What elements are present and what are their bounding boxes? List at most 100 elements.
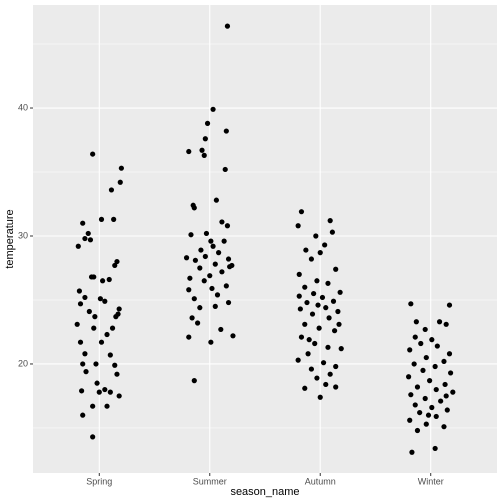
point	[224, 223, 231, 229]
x-tick-label: Spring	[86, 476, 112, 486]
point	[111, 216, 117, 222]
point	[425, 412, 432, 418]
point	[112, 262, 118, 269]
point	[90, 151, 96, 157]
point	[201, 152, 207, 158]
point	[112, 362, 118, 368]
point	[91, 325, 97, 331]
point	[326, 315, 332, 321]
point	[219, 269, 225, 275]
point	[337, 289, 343, 295]
point	[319, 294, 326, 301]
point	[221, 238, 227, 244]
point	[414, 384, 421, 390]
point	[106, 276, 112, 283]
point	[333, 384, 339, 390]
point	[77, 339, 84, 345]
point	[116, 393, 122, 399]
point	[309, 311, 316, 317]
point	[330, 298, 337, 304]
point	[446, 302, 453, 308]
point	[189, 315, 195, 321]
point	[433, 413, 439, 420]
point	[225, 256, 232, 262]
point	[90, 403, 96, 409]
x-tick-label: Winter	[418, 476, 444, 486]
point	[407, 347, 413, 353]
point	[102, 298, 108, 304]
point	[191, 205, 197, 211]
point	[412, 334, 418, 340]
point	[74, 321, 80, 327]
point	[298, 334, 305, 340]
point	[222, 166, 228, 173]
x-tick-label: Summer	[193, 476, 227, 486]
point	[314, 375, 320, 381]
point	[432, 445, 438, 452]
point	[76, 288, 82, 294]
point	[332, 328, 338, 334]
point	[212, 303, 218, 309]
point	[320, 360, 327, 366]
point	[296, 293, 302, 299]
point	[80, 412, 86, 418]
point	[443, 321, 449, 327]
point	[412, 402, 418, 408]
point	[418, 340, 424, 347]
point	[219, 219, 225, 225]
point	[327, 218, 333, 224]
point	[333, 363, 339, 370]
point	[306, 337, 312, 343]
point	[413, 319, 419, 325]
point	[210, 243, 216, 249]
point	[94, 380, 100, 386]
point	[197, 265, 203, 271]
point	[408, 392, 414, 398]
point	[183, 255, 190, 261]
point	[227, 264, 233, 270]
point	[443, 393, 449, 399]
point	[225, 299, 232, 306]
point	[338, 346, 344, 352]
point	[308, 256, 314, 262]
point	[98, 339, 105, 345]
point	[442, 381, 448, 388]
point	[82, 351, 88, 357]
point	[323, 381, 329, 388]
point	[188, 232, 194, 238]
point	[88, 274, 95, 280]
point	[323, 305, 329, 311]
point	[303, 247, 309, 253]
point	[448, 370, 454, 376]
y-axis-title: temperature	[4, 209, 16, 268]
point	[423, 354, 429, 361]
point	[411, 361, 417, 367]
point	[304, 299, 310, 306]
point	[208, 339, 214, 345]
point	[223, 128, 229, 134]
point	[186, 287, 192, 293]
point	[433, 386, 439, 393]
point	[82, 294, 88, 301]
point	[429, 337, 435, 343]
y-tick-label: 20	[18, 358, 28, 368]
point	[213, 197, 219, 203]
point	[197, 305, 203, 311]
point	[422, 326, 428, 333]
point	[102, 386, 108, 393]
point	[322, 242, 328, 248]
point	[427, 378, 433, 384]
point	[317, 394, 323, 400]
point	[317, 250, 323, 256]
point	[296, 271, 302, 277]
point	[302, 321, 308, 327]
point	[305, 351, 311, 357]
point	[97, 296, 103, 302]
point	[311, 290, 317, 297]
point	[230, 333, 236, 339]
point	[104, 403, 110, 409]
point	[202, 136, 208, 142]
x-axis-title: season_name	[230, 486, 299, 498]
